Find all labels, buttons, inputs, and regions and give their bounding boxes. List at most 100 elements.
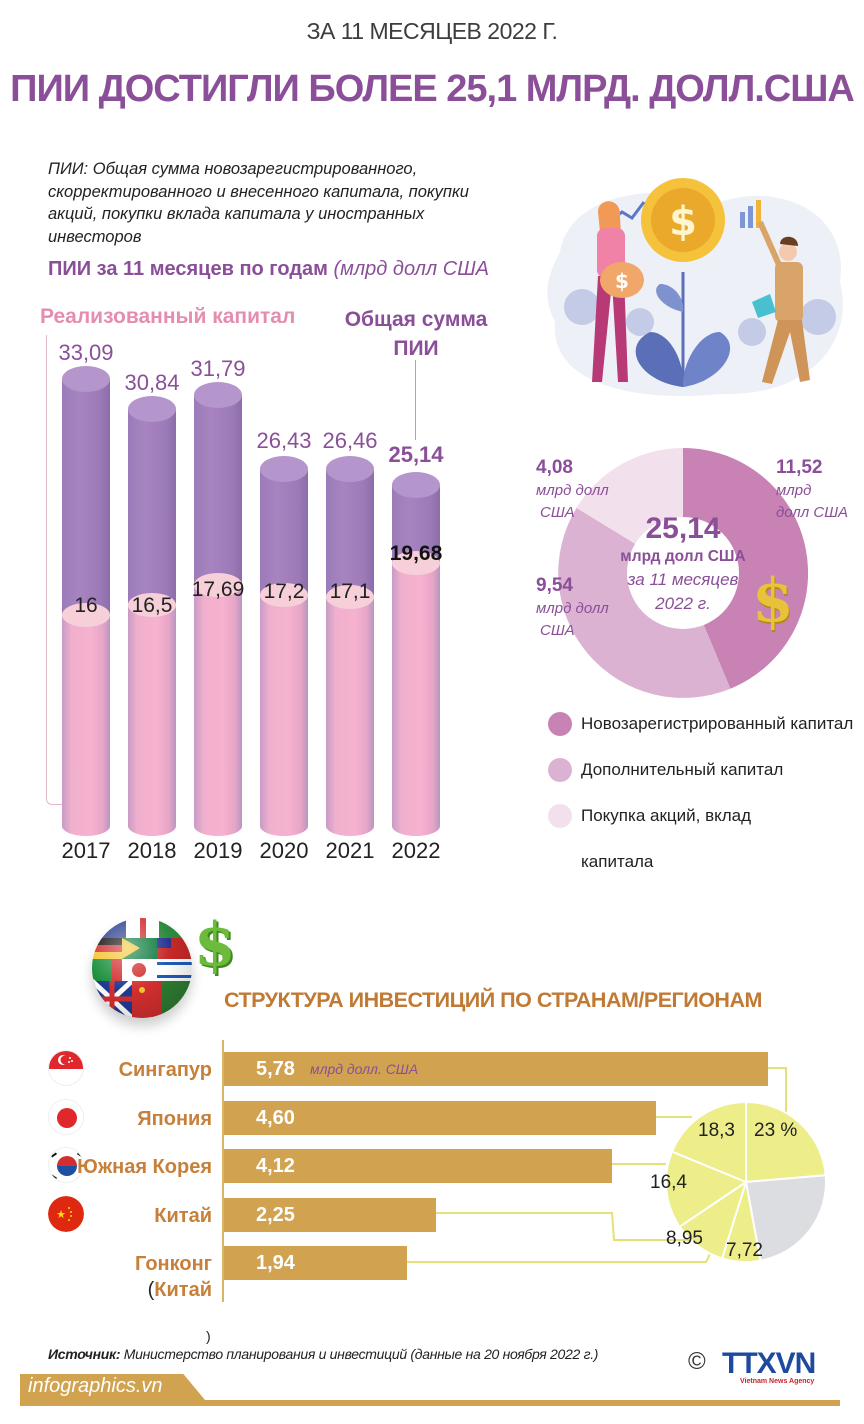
bar-2020: [260, 456, 308, 836]
source-label: Источник:: [48, 1346, 121, 1362]
realized-label-2017: 16: [74, 594, 98, 617]
total-label-2018: 30,84: [124, 370, 180, 395]
donut-center: 25,14 млрд долл США за 11 месяцев 2022 г…: [608, 512, 758, 616]
country-bar-hong-kong: 1,94: [224, 1246, 407, 1280]
legend-dot-icon: [548, 804, 572, 828]
donut-value-share-purchase: 4,08: [536, 457, 573, 478]
realized-label-2019: 17,69: [191, 578, 245, 601]
world-flags-icon: [92, 918, 192, 1018]
total-label-2022: 25,14: [388, 442, 444, 467]
closing-paren: ): [206, 1328, 211, 1344]
bar-value: 4,12: [256, 1155, 295, 1177]
country-bar-japan: 4,60: [224, 1101, 656, 1135]
donut-total-unit: млрд долл США: [620, 548, 746, 565]
country-row-japan: Япония 4,60: [0, 1099, 864, 1135]
year-2019: 2019: [193, 838, 243, 863]
pie-label-japan: 18,3: [698, 1120, 735, 1141]
site-link[interactable]: infographics.vn: [28, 1375, 163, 1397]
country-section-title: СТРУКТУРА ИНВЕСТИЦИЙ ПО СТРАНАМ/РЕГИОНАМ: [224, 988, 762, 1012]
footer-tab: [20, 1374, 210, 1406]
donut-unit-line-2: США: [540, 622, 575, 639]
bar-value: 5,78: [256, 1058, 295, 1080]
country-row-south-korea: Южная Корея 4,12: [0, 1147, 864, 1183]
legend-realized-capital: Реализованный капитал: [40, 305, 296, 328]
legend-label: Покупка акций, вклад капитала: [581, 793, 751, 885]
bar-value: 1,94: [256, 1252, 295, 1274]
year-2018: 2018: [127, 838, 177, 863]
paren: (: [147, 1279, 155, 1301]
gold-dollar-icon: $: [752, 566, 794, 636]
bar-chart-unit: (млрд долл США: [333, 258, 489, 280]
south-korea-flag-icon: [48, 1147, 84, 1183]
total-label-2021: 26,46: [322, 428, 378, 453]
donut-label-new-capital: 11,52 млрд долл США: [776, 456, 848, 524]
copyright-icon: ©: [688, 1348, 706, 1375]
bar-chart-heading: ПИИ за 11 месяцев по годам (млрд долл СШ…: [48, 258, 489, 281]
svg-text:$: $: [615, 269, 629, 293]
year-2017: 2017: [61, 838, 111, 863]
country-row-hong-kong: Гонконг 1,94: [0, 1244, 864, 1280]
bar-2018: [128, 396, 176, 836]
country-bar-singapore: 5,78 млрд долл. США: [224, 1052, 768, 1086]
investment-illustration: $ $: [540, 172, 860, 404]
donut-label-share-purchase: 4,08 млрд долл США: [536, 456, 609, 524]
japan-flag-icon: [48, 1099, 84, 1135]
pie-label-hong-kong: 7,72: [726, 1240, 763, 1261]
legend-dot-icon: [548, 758, 572, 782]
country-axis-line: [222, 1040, 224, 1302]
pie-label-singapore: 23 %: [754, 1120, 798, 1141]
country-bar-south-korea: 4,12: [224, 1149, 612, 1183]
country-row-china: ★ Китай 2,25: [0, 1196, 864, 1232]
total-label-2017: 33,09: [58, 340, 114, 365]
donut-chart-icon: [558, 447, 809, 698]
bar-2021: [326, 456, 374, 836]
legend-label: Дополнительный капитал: [581, 760, 784, 779]
year-2021: 2021: [325, 838, 375, 863]
legend-label: Новозарегистрированный капитал: [581, 714, 854, 733]
footer-band: [20, 1400, 840, 1406]
realized-label-2018: 16,5: [131, 594, 173, 617]
realized-bracket-line: [46, 335, 66, 805]
donut-period-2: 2022 г.: [655, 594, 711, 613]
flag-globe-icon: [92, 918, 192, 1018]
legend-total-fdi: Общая сумма ПИИ: [344, 308, 488, 360]
pie-label-china: 8,95: [666, 1228, 703, 1249]
realized-label-2020: 17,2: [263, 580, 305, 603]
donut-unit-line-2: долл США: [776, 504, 849, 521]
year-2022: 2022: [391, 838, 441, 863]
realized-label-2021: 17,1: [329, 580, 371, 603]
realized-label-2022: 19,68: [389, 542, 443, 565]
bar-value: 4,60: [256, 1107, 295, 1129]
bar-value: 2,25: [256, 1204, 295, 1226]
donut-unit-line-1: млрд долл: [536, 482, 609, 499]
hong-kong-subtitle: (Китай: [120, 1279, 212, 1302]
china-flag-icon: ★: [48, 1196, 84, 1232]
country-name: Япония: [137, 1108, 212, 1130]
page-title: ПИИ ДОСТИГЛИ БОЛЕЕ 25,1 МЛРД. ДОЛЛ.США: [10, 68, 855, 110]
svg-text:★: ★: [56, 1208, 66, 1221]
globe-shine: [92, 918, 192, 1018]
logo-subtitle: Vietnam News Agency: [740, 1378, 815, 1385]
bar-2019: [194, 382, 242, 836]
bar-2022: [392, 472, 440, 836]
donut-total-value: 25,14: [645, 512, 721, 545]
bar-unit: млрд долл. США: [310, 1061, 419, 1077]
total-label-2020: 26,43: [256, 428, 312, 453]
country-name: Китай: [154, 1205, 212, 1227]
source-note: Источник: Министерство планирования и ин…: [48, 1346, 598, 1362]
bar-2017: [62, 366, 110, 836]
bar-chart-heading-text: ПИИ за 11 месяцев по годам: [48, 258, 328, 280]
subtitle: ЗА 11 МЕСЯЦЕВ 2022 Г.: [306, 18, 558, 44]
country-name: Гонконг: [134, 1253, 212, 1275]
legend-label-line-2: капитала: [581, 852, 654, 871]
legend-item-new-capital: Новозарегистрированный капитал: [548, 712, 853, 747]
hong-kong-parent: Китай: [154, 1279, 212, 1301]
legend-item-share-purchase: Покупка акций, вклад капитала: [548, 804, 751, 885]
svg-text:$: $: [669, 199, 697, 245]
green-dollar-icon: $: [194, 910, 236, 980]
country-share-pie: 23 % 18,3 16,4 8,95 7,72: [650, 1100, 828, 1264]
donut-unit-line-1: млрд: [776, 482, 812, 499]
year-2020: 2020: [259, 838, 309, 863]
donut-unit-line-1: млрд долл: [536, 600, 609, 617]
donut-value-additional-capital: 9,54: [536, 575, 573, 596]
